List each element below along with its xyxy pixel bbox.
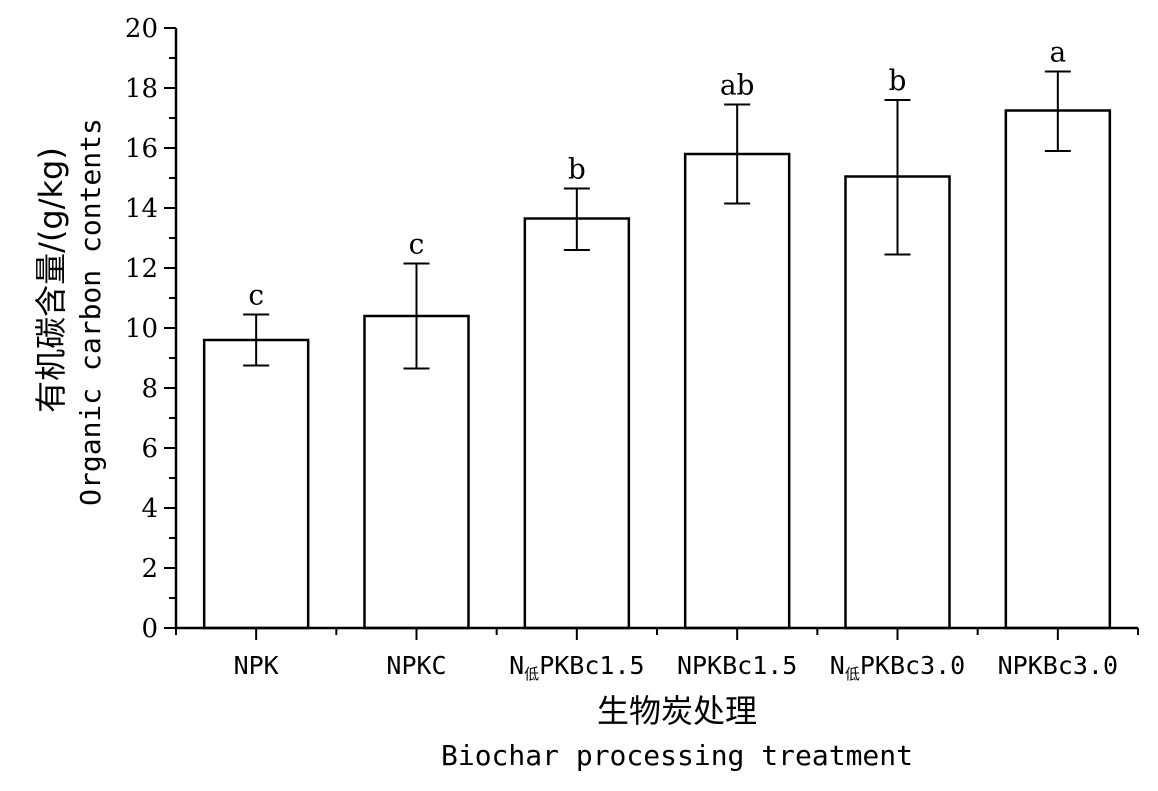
y-tick-label: 0: [141, 614, 158, 644]
significance-label: a: [1049, 36, 1066, 69]
y-tick-label: 6: [141, 434, 158, 464]
y-axis-title-en: Organic carbon contents: [74, 118, 107, 506]
x-tick-label: NPKC: [386, 651, 446, 680]
significance-label: b: [889, 64, 907, 97]
x-axis-title-cn: 生物炭处理: [597, 692, 757, 730]
significance-labels-layer: c c b ab b a: [248, 36, 1066, 312]
x-tick-label: NPKBc3.0: [998, 651, 1118, 680]
y-axis-title-cn: 有机碳含量/(g/kg): [32, 147, 70, 413]
significance-label: b: [568, 153, 586, 186]
y-tick-label: 8: [141, 374, 158, 404]
significance-label: c: [409, 228, 425, 261]
significance-label: c: [248, 279, 264, 312]
x-tick-label: N低PKBc3.0: [830, 651, 965, 683]
error-bars-layer: [243, 70, 1071, 370]
y-tick-label: 12: [125, 254, 158, 284]
x-axis-title-en: Biochar processing treatment: [441, 739, 913, 772]
y-tick-label: 14: [125, 194, 158, 224]
y-ticks-layer: 0 2 4 6 8 10 12 14 16 18 20: [125, 14, 176, 644]
x-ticks-layer: NPK NPKC N低PKBc1.5 NPKBc1.5 N低PKBc3.0 NPKBc3.…: [175, 628, 1139, 683]
significance-label: ab: [720, 69, 755, 102]
y-tick-label: 2: [141, 554, 158, 584]
y-tick-label: 20: [125, 14, 158, 44]
y-tick-label: 4: [141, 494, 158, 524]
axes-layer: [174, 28, 1138, 630]
x-tick-label: NPKBc1.5: [677, 651, 797, 680]
bar: [202, 338, 310, 630]
bar: [523, 217, 631, 630]
x-tick-label: N低PKBc1.5: [509, 651, 644, 683]
x-tick-label: NPK: [234, 651, 279, 680]
bars-layer: [202, 109, 1112, 630]
bar: [1004, 109, 1112, 630]
y-tick-label: 10: [125, 314, 158, 344]
y-tick-label: 16: [125, 134, 158, 164]
y-tick-label: 18: [125, 74, 158, 104]
bar: [683, 152, 791, 630]
